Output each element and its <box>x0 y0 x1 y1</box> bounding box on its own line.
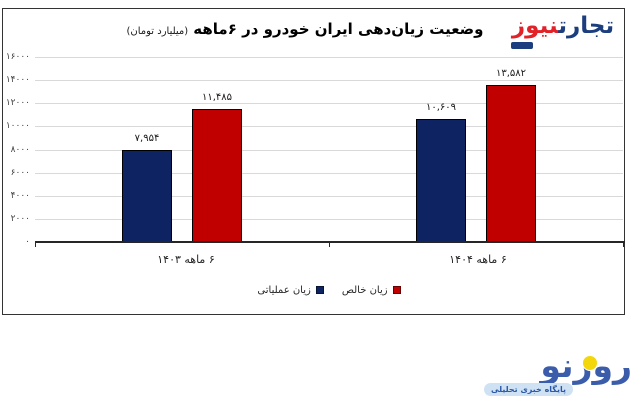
rooznow-logo-tagline: پایگاه خبری تحلیلی <box>484 383 573 396</box>
tejaratnews-logo-text-red: نیوز <box>511 13 559 39</box>
bar-value-label: ۷,۹۵۴ <box>134 133 160 145</box>
bar-value-label: ۱۳,۵۸۲ <box>495 67 527 79</box>
x-axis-line <box>35 241 625 243</box>
chart-title: وضعیت زیان‌دهی ایران خودرو در ۶ماهه (میل… <box>115 19 495 38</box>
y-axis-tick-label: ۱۰۰۰۰ <box>5 121 30 132</box>
gridline <box>35 172 623 174</box>
tejaratnews-logo: تجارتنیوز <box>497 9 629 49</box>
bar-net-loss-1 <box>192 109 242 242</box>
gridline <box>35 103 623 105</box>
legend-marker-operational-loss-icon <box>315 286 324 294</box>
bar-operational-loss-2 <box>416 119 466 242</box>
y-axis-tick-label: ۶۰۰۰ <box>10 167 30 178</box>
legend-marker-net-loss-icon <box>392 286 401 294</box>
x-axis-tick <box>329 243 330 247</box>
x-axis-tick <box>623 243 624 247</box>
y-axis-tick-label: ۰ <box>25 237 30 247</box>
y-axis-tick-label: ۴۰۰۰ <box>10 190 30 201</box>
gridline <box>35 195 623 197</box>
legend-item-operational-loss: زیان عملیاتی <box>257 284 324 296</box>
chart-title-unit: (میلیارد تومان) <box>126 26 189 37</box>
legend-label-net-loss: زیان خالص <box>341 284 388 296</box>
bar-value-label: ۱۱,۴۸۵ <box>201 92 233 104</box>
chart-title-text: وضعیت زیان‌دهی ایران خودرو در ۶ماهه <box>193 20 484 38</box>
gridline <box>35 80 623 82</box>
x-axis-tick <box>35 243 36 247</box>
bar-value-label: ۱۰,۶۰۹ <box>425 102 457 114</box>
gridline <box>35 218 623 220</box>
plot-area: ۷,۹۵۴ ۱۱,۴۸۵ ۱۰,۶۰۹ ۱۳,۵۸۲ <box>35 57 623 242</box>
y-axis: ۰ ۲۰۰۰ ۴۰۰۰ ۶۰۰۰ ۸۰۰۰ ۱۰۰۰۰ ۱۲۰۰۰ ۱۴۰۰۰ ۱۶۰۰۰ <box>0 52 30 247</box>
bar-net-loss-2 <box>486 84 536 242</box>
tejaratnews-logo-accent <box>511 42 533 49</box>
x-axis-label-1404: ۶ ماهه ۱۴۰۴ <box>449 253 507 266</box>
y-axis-tick-label: ۱۶۰۰۰ <box>5 52 30 62</box>
rooznow-logo: روزنو پایگاه خبری تحلیلی <box>484 346 634 400</box>
y-axis-tick-label: ۱۲۰۰۰ <box>5 98 30 109</box>
legend: زیان عملیاتی زیان خالص <box>35 283 623 297</box>
y-axis-tick-label: ۲۰۰۰ <box>10 213 30 224</box>
gridline <box>35 57 623 58</box>
rooznow-logo-yellow-circle <box>582 355 598 371</box>
y-axis-tick-label: ۱۴۰۰۰ <box>5 75 30 86</box>
bar-operational-loss-1 <box>122 150 172 242</box>
gridline <box>35 126 623 128</box>
y-axis-tick-label: ۸۰۰۰ <box>10 144 30 155</box>
tejaratnews-logo-text-blue: تجارت <box>558 13 615 39</box>
gridline <box>35 149 623 151</box>
legend-item-net-loss: زیان خالص <box>342 285 401 296</box>
x-axis-label-1403: ۶ ماهه ۱۴۰۳ <box>157 253 215 266</box>
legend-label-operational-loss: زیان عملیاتی <box>257 284 311 296</box>
